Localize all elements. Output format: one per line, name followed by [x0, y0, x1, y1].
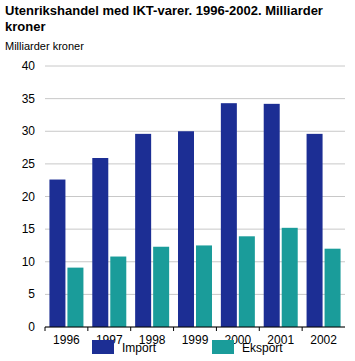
grid-line: [45, 98, 345, 99]
bar: [110, 257, 126, 327]
grid-line: [45, 131, 345, 132]
bars: [49, 103, 340, 327]
bar: [221, 103, 237, 327]
bar: [153, 247, 169, 327]
x-tick-label: 1996: [53, 333, 80, 347]
y-label: Milliarder kroner: [5, 40, 84, 52]
x-tick-label: 2002: [310, 333, 337, 347]
x-tick-label: 1999: [182, 333, 209, 347]
bar: [135, 134, 151, 327]
y-tick-label: 30: [22, 124, 36, 138]
bar: [325, 249, 341, 327]
x-tick: [45, 327, 46, 331]
y-tick-label: 0: [28, 320, 35, 334]
bar: [239, 236, 255, 327]
grid-line: [45, 163, 345, 164]
legend-label: Eksport: [242, 341, 283, 355]
bar: [282, 228, 298, 327]
bar: [178, 131, 194, 327]
legend-swatch: [92, 340, 114, 354]
bar: [49, 180, 65, 327]
bar: [307, 134, 323, 327]
x-tick: [87, 327, 88, 331]
legend-swatch: [212, 340, 234, 354]
grid-line: [45, 196, 345, 197]
y-tick-label: 5: [28, 287, 35, 301]
bar: [196, 245, 212, 327]
grid-line: [45, 229, 345, 230]
bar: [67, 268, 83, 327]
y-tick-label: 15: [22, 222, 36, 236]
x-tick: [259, 327, 260, 331]
grid-line: [45, 327, 345, 328]
y-tick-label: 35: [22, 92, 36, 106]
x-tick: [302, 327, 303, 331]
bar: [264, 104, 280, 327]
chart: Milliarder kroner 0 5 10 15 20 25 30 35 40 1996 199…: [0, 0, 355, 361]
x-axis: [45, 327, 345, 328]
x-tick: [173, 327, 174, 331]
y-tick-label: 20: [22, 190, 36, 204]
title: Utenrikshandel med IKT-varer. 1996-2002.…: [5, 3, 350, 35]
y-tick-label: 40: [22, 59, 36, 73]
grid-line: [45, 294, 345, 295]
grid-line: [45, 66, 345, 67]
grid-line: [45, 261, 345, 262]
legend-label: Import: [122, 341, 157, 355]
y-tick-label: 25: [22, 157, 36, 171]
y-tick-label: 10: [22, 255, 36, 269]
x-tick: [130, 327, 131, 331]
x-tick: [216, 327, 217, 331]
bar: [92, 158, 108, 327]
